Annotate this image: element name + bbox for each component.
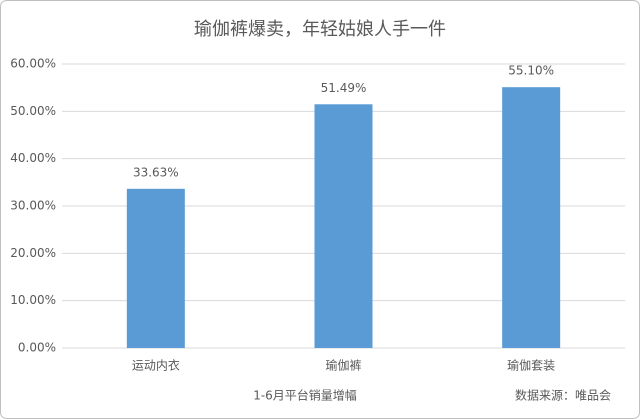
y-tick-label: 50.00% — [10, 104, 56, 118]
data-label: 51.49% — [321, 81, 367, 95]
x-tick-label: 瑜伽套装 — [507, 358, 555, 373]
y-tick-label: 60.00% — [10, 57, 56, 71]
x-axis-title: 1-6月平台销量增幅 — [253, 388, 357, 403]
y-tick-label: 0.00% — [18, 341, 56, 355]
x-tick-label: 运动内衣 — [132, 358, 180, 373]
chart-title: 瑜伽裤爆卖，年轻姑娘人手一件 — [194, 19, 446, 40]
y-tick-label: 40.00% — [10, 151, 56, 165]
y-tick-label: 20.00% — [10, 246, 56, 260]
x-tick-label: 瑜伽裤 — [325, 358, 361, 373]
data-label: 55.10% — [508, 64, 554, 78]
bar — [502, 87, 561, 349]
y-tick-label: 10.00% — [10, 293, 56, 307]
bar — [126, 188, 185, 348]
source-note: 数据来源：唯品会 — [515, 388, 611, 403]
data-label: 33.63% — [133, 165, 179, 179]
y-tick-label: 30.00% — [10, 199, 56, 213]
bar — [314, 104, 373, 348]
